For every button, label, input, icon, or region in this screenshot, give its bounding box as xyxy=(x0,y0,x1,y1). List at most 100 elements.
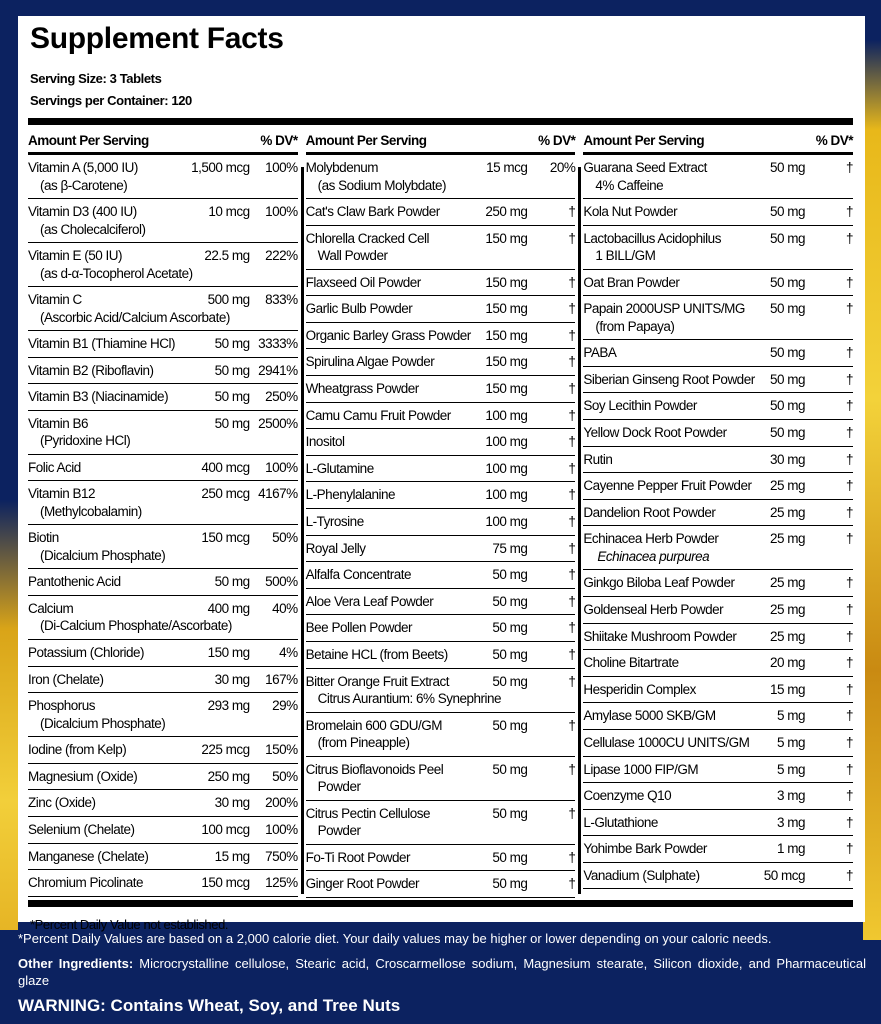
column-header: Amount Per Serving % DV* xyxy=(305,125,576,155)
daily-value: † xyxy=(846,708,854,724)
ingredient-name: Zinc (Oxide) xyxy=(28,795,96,811)
ingredient-name: Vitamin D3 (400 IU) xyxy=(28,204,137,219)
amount: 50 mg xyxy=(769,345,806,361)
table-row: Bromelain 600 GDU/GM (from Pineapple) 50 m… xyxy=(305,713,576,757)
ingredient-source: 4% Caffeine xyxy=(595,177,664,193)
table-row: Yellow Dock Root Powder 50 mg † xyxy=(583,420,854,447)
amount: 50 mg xyxy=(492,805,528,821)
amount: 50 mg xyxy=(769,274,806,290)
ingredient-name: Yellow Dock Root Powder xyxy=(583,424,727,440)
table-row: Hesperidin Complex 15 mg † xyxy=(583,677,854,704)
ingredient-name: Vitamin B12 xyxy=(28,486,96,502)
amount: 250 mcg xyxy=(201,486,250,502)
table-row: Goldenseal Herb Powder 25 mg † xyxy=(583,597,854,624)
amount: 22.5 mg xyxy=(204,248,250,263)
ingredient-name: Potassium (Chloride) xyxy=(28,644,145,660)
daily-value: † xyxy=(568,646,576,662)
column-header: Amount Per Serving % DV* xyxy=(583,125,854,155)
amount: 50 mg xyxy=(769,160,806,175)
table-row: Selenium (Chelate) 100 mcg 100% xyxy=(28,817,298,844)
table-row: Royal Jelly 75 mg † xyxy=(305,536,576,563)
daily-value: † xyxy=(846,230,854,246)
ingredient-name: Papain 2000USP UNITS/MG xyxy=(583,301,745,317)
amount: 30 mg xyxy=(214,671,251,687)
table-row: L-Glutathione 3 mg † xyxy=(583,810,854,837)
ingredient-name: Kola Nut Powder xyxy=(583,204,678,219)
daily-value: 29% xyxy=(272,698,298,714)
table-row: Potassium (Chloride) 150 mg 4% xyxy=(28,640,298,667)
amount: 150 mg xyxy=(485,327,528,343)
amount: 150 mg xyxy=(485,274,528,290)
amount: 10 mcg xyxy=(208,204,250,219)
amount: 150 mcg xyxy=(201,875,250,891)
table-row: Chromium Picolinate 150 mcg 125% xyxy=(28,870,298,897)
amount: 50 mg xyxy=(492,620,528,636)
table-row: Betaine HCL (from Beets) 50 mg † xyxy=(305,642,576,669)
daily-value: † xyxy=(568,567,576,583)
ingredient-name: Camu Camu Fruit Powder xyxy=(305,407,452,423)
table-column: Amount Per Serving % DV* Vitamin A (5,000 … xyxy=(28,125,304,898)
table-row: Cayenne Pepper Fruit Powder 25 mg † xyxy=(583,473,854,500)
daily-value: † xyxy=(846,301,854,317)
daily-value: † xyxy=(846,788,854,804)
daily-value: † xyxy=(568,805,576,821)
ingredient-source: (as d-α-Tocopherol Acetate) xyxy=(40,265,193,281)
table-row: Amylase 5000 SKB/GM 5 mg † xyxy=(583,703,854,730)
amount: 100 mg xyxy=(485,434,528,450)
ingredient-source: (as Cholecalciferol) xyxy=(40,221,146,237)
amount: 150 mg xyxy=(207,644,251,660)
daily-value: † xyxy=(568,380,576,396)
amount: 100 mg xyxy=(485,513,528,529)
table-row: Bitter Orange Fruit Extract Citrus Aurant… xyxy=(305,669,576,713)
daily-value: † xyxy=(846,655,854,671)
table-row: Phosphorus (Dicalcium Phosphate) 293 mg 29% xyxy=(28,693,298,738)
amount-header: Amount Per Serving xyxy=(583,133,705,148)
ingredient-name: Alfalfa Concentrate xyxy=(305,567,412,583)
ingredient-source: Citrus Aurantium: 6% Synephrine xyxy=(317,691,502,706)
ingredient-name: Echinacea Herb Powder xyxy=(583,531,719,547)
table-row: Wheatgrass Powder 150 mg † xyxy=(305,376,576,403)
ingredient-name: Fo-Ti Root Powder xyxy=(305,849,411,865)
amount: 50 mg xyxy=(492,673,528,689)
daily-value: † xyxy=(846,841,854,857)
amount: 400 mcg xyxy=(201,459,250,475)
table-column: Amount Per Serving % DV* Molybdenum (as Sod… xyxy=(305,125,582,898)
ingredient-name: Magnesium (Oxide) xyxy=(28,768,138,784)
table-row: Vitamin E (50 IU) (as d-α-Tocopherol Acet… xyxy=(28,243,298,287)
page-title: Supplement Facts xyxy=(30,22,284,55)
footnote: *Percent Daily Value not established. xyxy=(30,916,229,932)
ingredient-name: Folic Acid xyxy=(28,459,81,475)
ingredient-name: L-Phenylalanine xyxy=(305,487,396,503)
amount: 25 mg xyxy=(769,504,806,520)
ingredient-source: Powder xyxy=(317,779,361,794)
daily-value: † xyxy=(846,371,854,387)
table-row: Rutin 30 mg † xyxy=(583,447,854,474)
daily-value: † xyxy=(568,513,576,529)
ingredient-name: Inositol xyxy=(305,434,345,450)
table-row: Pantothenic Acid 50 mg 500% xyxy=(28,569,298,596)
table-row: Lipase 1000 FIP/GM 5 mg † xyxy=(583,757,854,784)
ingredient-source: (as β-Carotene) xyxy=(40,177,128,193)
amount: 5 mg xyxy=(777,708,806,724)
amount: 25 mg xyxy=(769,478,806,494)
table-row: Guarana Seed Extract 4% Caffeine 50 mg † xyxy=(583,155,854,199)
ingredient-name: Bromelain 600 GDU/GM xyxy=(305,717,443,733)
ingredient-name: Calcium xyxy=(28,600,74,616)
amount: 50 mg xyxy=(492,876,528,892)
table-row: Papain 2000USP UNITS/MG (from Papaya) 50 m… xyxy=(583,296,854,341)
amount: 25 mg xyxy=(769,601,806,617)
table-row: Flaxseed Oil Powder 150 mg † xyxy=(305,270,576,297)
ingredient-name: Spirulina Algae Powder xyxy=(305,354,435,370)
daily-value: 100% xyxy=(265,204,298,219)
daily-value: † xyxy=(568,230,576,246)
daily-value: 50% xyxy=(272,768,298,784)
daily-value: † xyxy=(568,876,576,892)
table-row: Garlic Bulb Powder 150 mg † xyxy=(305,296,576,323)
dv-header: % DV* xyxy=(260,133,298,148)
table-row: Citrus Pectin Cellulose Powder 50 mg † xyxy=(305,801,576,845)
daily-value: 833% xyxy=(265,292,298,307)
amount: 50 mg xyxy=(214,362,251,378)
daily-value: † xyxy=(846,345,854,361)
daily-value: 3333% xyxy=(258,336,298,351)
other-ingredients-text: Microcrystalline cellulose, Stearic acid… xyxy=(18,956,866,988)
